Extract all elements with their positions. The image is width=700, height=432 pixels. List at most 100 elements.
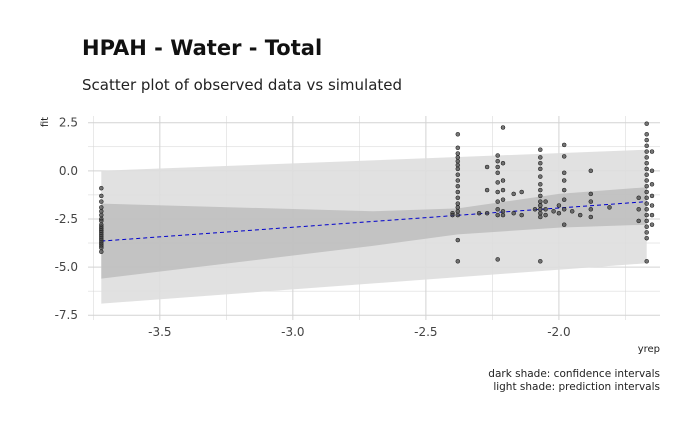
data-point xyxy=(500,187,506,193)
data-point xyxy=(644,132,649,137)
data-point xyxy=(484,210,490,216)
data-point xyxy=(519,189,524,195)
data-point xyxy=(538,187,543,193)
data-point xyxy=(636,195,641,201)
y-axis-label: fit xyxy=(40,117,51,127)
data-point xyxy=(561,207,567,212)
data-point xyxy=(495,164,500,170)
data-point xyxy=(455,201,461,206)
x-tick-label: -3.5 xyxy=(148,325,171,339)
data-points xyxy=(99,121,655,264)
data-point xyxy=(455,212,461,218)
axes: -3.5 -3.0 -2.5 -2.0 2.5 0.0 -2.5 -5.0 -7.5 yrep fi… xyxy=(40,116,660,355)
data-point xyxy=(649,212,655,218)
data-point xyxy=(455,209,461,214)
data-point xyxy=(455,178,461,183)
data-point xyxy=(561,222,567,227)
data-point xyxy=(644,121,649,126)
data-point xyxy=(455,195,461,201)
data-point xyxy=(495,170,500,176)
confidence-band xyxy=(101,187,647,279)
data-point xyxy=(500,209,506,214)
data-point xyxy=(538,193,543,199)
data-point xyxy=(538,166,543,172)
data-point xyxy=(455,183,461,189)
data-point xyxy=(543,212,548,218)
data-point xyxy=(649,168,655,174)
data-point xyxy=(644,235,649,241)
data-point xyxy=(649,203,655,208)
data-point xyxy=(538,160,543,166)
data-point xyxy=(644,212,649,218)
chart-title: HPAH - Water - Total xyxy=(82,36,323,60)
data-point xyxy=(644,166,649,172)
data-point xyxy=(649,182,655,187)
data-point xyxy=(644,207,649,212)
caption-line-prediction: light shade: prediction intervals xyxy=(493,381,660,393)
data-point xyxy=(99,209,104,214)
data-point xyxy=(543,199,548,204)
data-point xyxy=(644,143,649,149)
data-point xyxy=(561,178,567,183)
data-point xyxy=(588,191,594,197)
data-point xyxy=(455,205,461,210)
interval-bands xyxy=(101,149,647,304)
data-point xyxy=(561,170,567,176)
y-tick-label: -2.5 xyxy=(55,212,78,226)
data-point xyxy=(511,191,516,197)
data-point xyxy=(644,230,649,235)
data-point xyxy=(649,193,655,199)
data-point xyxy=(538,210,543,216)
y-tick-label: -5.0 xyxy=(55,260,78,274)
data-point xyxy=(561,197,567,202)
data-point xyxy=(450,212,455,218)
y-tick-label: 2.5 xyxy=(59,116,78,130)
data-point xyxy=(476,210,482,216)
data-point xyxy=(649,222,655,227)
data-point xyxy=(561,187,567,193)
data-point xyxy=(538,203,543,208)
data-point xyxy=(455,172,461,177)
data-point xyxy=(99,245,104,251)
data-point xyxy=(538,207,543,212)
data-point xyxy=(644,183,649,189)
data-point xyxy=(551,209,556,214)
data-point xyxy=(495,189,500,195)
data-point xyxy=(99,185,104,191)
data-point xyxy=(644,149,649,154)
data-point xyxy=(455,132,461,137)
data-point xyxy=(511,210,516,216)
data-point xyxy=(636,218,641,224)
data-point xyxy=(99,218,104,224)
x-axis-label: yrep xyxy=(638,344,660,355)
data-point xyxy=(644,172,649,177)
data-point xyxy=(455,259,461,264)
data-point xyxy=(99,249,104,254)
data-point xyxy=(455,166,461,172)
data-point xyxy=(588,207,594,212)
data-point xyxy=(500,178,506,183)
data-point xyxy=(455,145,461,151)
data-point xyxy=(636,207,641,212)
data-point xyxy=(455,151,461,156)
data-point xyxy=(644,259,649,264)
data-point xyxy=(455,158,461,164)
data-point xyxy=(495,153,500,158)
data-point xyxy=(538,155,543,160)
data-point xyxy=(495,199,500,204)
x-tick-label: -2.0 xyxy=(547,325,570,339)
data-point xyxy=(455,237,461,243)
x-tick-label: -2.5 xyxy=(414,325,437,339)
data-point xyxy=(561,142,567,148)
data-point xyxy=(556,210,562,216)
data-point xyxy=(484,164,490,170)
data-point xyxy=(644,224,649,229)
data-point xyxy=(532,207,538,212)
data-point xyxy=(495,212,500,218)
data-point xyxy=(500,197,506,202)
data-point xyxy=(495,180,500,185)
data-point xyxy=(644,155,649,160)
data-point xyxy=(538,259,543,264)
chart-caption: dark shade: confidence intervals light s… xyxy=(488,368,660,394)
